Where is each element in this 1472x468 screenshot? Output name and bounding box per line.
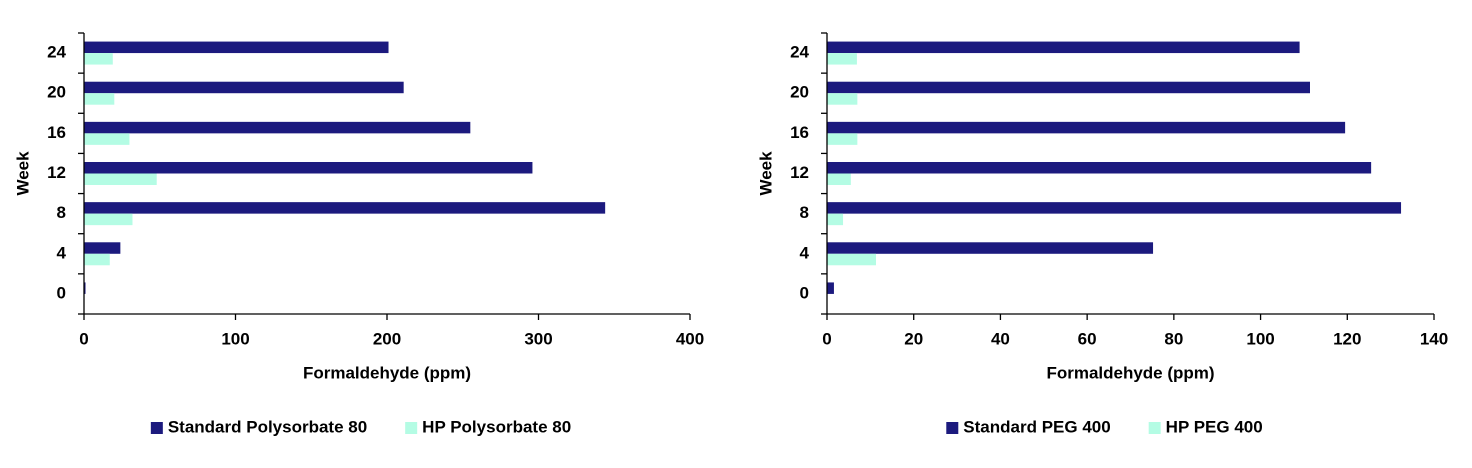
y-tick-label: 4 (57, 243, 67, 262)
chart: 0 4 8 12 16 20 24 0 100 200 300 400 Formaldehyde (pp… (13, 32, 704, 436)
bar (84, 242, 121, 254)
x-tick-label: 400 (676, 329, 704, 348)
y-axis-title: Week (13, 151, 32, 196)
bar (827, 81, 1310, 94)
legend-label: Standard PEG 400 (963, 417, 1110, 436)
bar (827, 53, 857, 65)
y-tick-label: 16 (790, 123, 809, 142)
y-tick-label: 20 (790, 83, 809, 102)
x-tick-label: 100 (1246, 329, 1274, 348)
bar (827, 162, 1372, 174)
bar (827, 202, 1402, 214)
bar (84, 93, 115, 105)
y-tick-label: 24 (790, 43, 809, 62)
bar (827, 173, 851, 185)
x-axis-title: Formaldehyde (ppm) (1046, 363, 1214, 382)
x-tick-label: 0 (79, 329, 88, 348)
bar (84, 81, 404, 94)
x-tick-label: 60 (1078, 329, 1097, 348)
chart: 0 4 8 12 16 20 24 0 20 40 60 80 100 120 140 Formaldehyd… (756, 32, 1448, 436)
x-tick-label: 120 (1333, 329, 1361, 348)
x-axis-title: Formaldehyde (ppm) (303, 363, 471, 382)
y-tick-label: 12 (790, 163, 809, 182)
bar (827, 253, 876, 266)
bar (84, 133, 130, 145)
legend-label: HP PEG 400 (1166, 417, 1263, 436)
y-tick-label: 0 (800, 283, 809, 302)
bar (84, 41, 389, 54)
legend-swatch (405, 422, 418, 434)
legend: Standard Polysorbate 80 HP Polysorbate 80 (150, 417, 571, 436)
x-tick-label: 200 (373, 329, 401, 348)
bar (827, 282, 834, 294)
x-tick-label: 20 (904, 329, 923, 348)
legend-label: HP Polysorbate 80 (422, 417, 571, 436)
x-tick-label: 0 (822, 329, 831, 348)
x-tick-label: 100 (221, 329, 249, 348)
bar (84, 202, 606, 214)
y-tick-label: 8 (800, 203, 809, 222)
y-tick-label: 0 (57, 283, 66, 302)
legend-label: Standard Polysorbate 80 (168, 417, 367, 436)
legend-swatch (1148, 422, 1161, 434)
y-tick-label: 8 (57, 203, 66, 222)
bar (84, 253, 110, 266)
bar (827, 41, 1300, 54)
bar (84, 173, 157, 185)
x-tick-label: 40 (991, 329, 1010, 348)
legend-swatch (150, 422, 163, 434)
y-axis-title: Week (756, 151, 775, 196)
bar (84, 121, 471, 134)
bar (827, 213, 844, 226)
y-tick-label: 4 (800, 243, 810, 262)
y-tick-label: 12 (47, 163, 66, 182)
y-tick-label: 20 (47, 83, 66, 102)
x-tick-label: 140 (1420, 329, 1448, 348)
y-tick-label: 16 (47, 123, 66, 142)
bar (827, 121, 1346, 134)
y-tick-label: 24 (47, 43, 66, 62)
bar (84, 162, 533, 174)
legend: Standard PEG 400 HP PEG 400 (946, 417, 1263, 436)
bar (827, 133, 858, 145)
bar (84, 213, 133, 226)
bar (84, 53, 113, 65)
x-tick-label: 300 (524, 329, 552, 348)
legend-swatch (946, 422, 959, 434)
bar (827, 93, 858, 105)
bar (84, 282, 86, 294)
x-tick-label: 80 (1164, 329, 1183, 348)
bar (827, 242, 1154, 254)
